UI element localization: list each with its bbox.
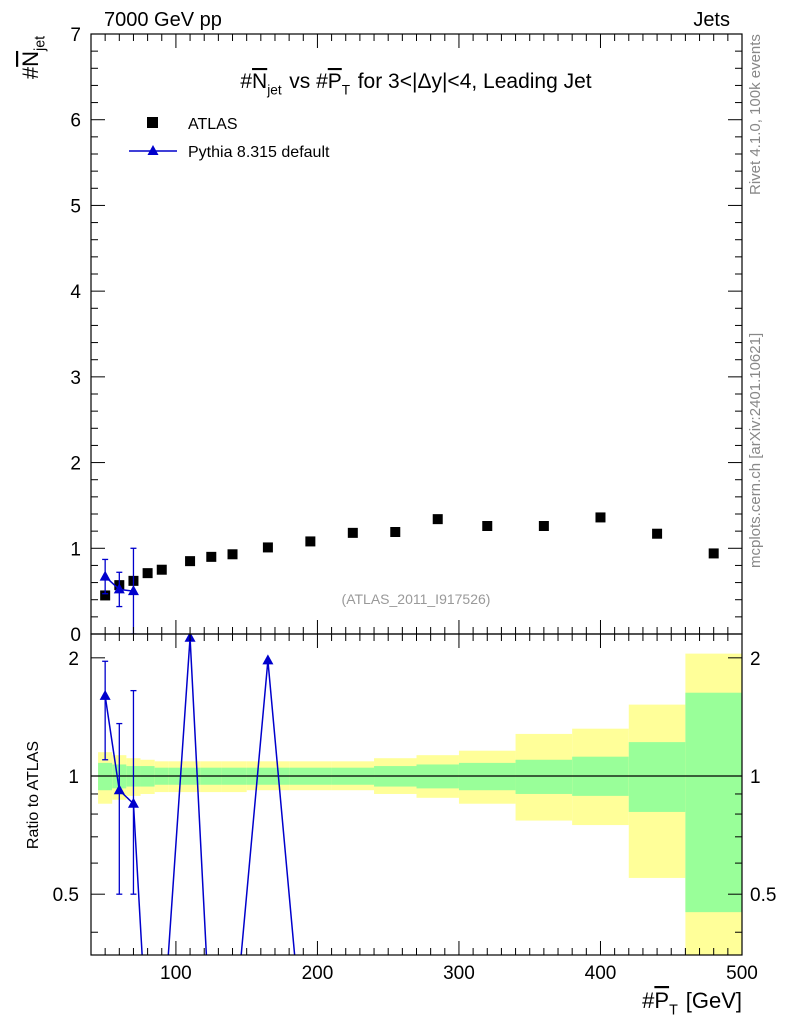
atlas-data-point (227, 549, 238, 560)
main-pythia-marker (127, 585, 139, 596)
main-y-tick-label: 6 (70, 111, 81, 132)
ratio-pythia-marker (99, 689, 111, 700)
atlas-data-point (100, 590, 111, 601)
atlas-data-point (538, 521, 549, 531)
main-y-tick-label: 2 (70, 454, 81, 475)
main-pythia-marker (99, 570, 111, 581)
atlas-data-point (595, 512, 606, 523)
atlas-data-point (305, 536, 316, 547)
atlas-data-point (390, 527, 401, 537)
main-y-tick-label: 0 (70, 625, 81, 646)
atlas-data-point (185, 556, 196, 567)
ratio-y-tick-label-right: 0.5 (750, 885, 776, 906)
atlas-data-point (432, 514, 443, 525)
atlas-data-point (142, 568, 153, 579)
ratio-x-tick-label: 200 (302, 963, 334, 984)
main-y-tick-label: 5 (70, 196, 81, 217)
green-band-bin (515, 759, 573, 794)
atlas-data-point (156, 564, 167, 575)
ratio-pythia-marker (113, 784, 125, 795)
uncertainty-bands (98, 653, 742, 955)
atlas-data-point (347, 527, 358, 538)
ratio-y-tick-label-left: 1 (68, 767, 79, 788)
legend-atlas-marker (147, 117, 158, 128)
ratio-pythia-marker (127, 797, 139, 808)
ratio-y-axis-label: Ratio to ATLAS (25, 741, 42, 849)
main-y-tick-label: 3 (70, 368, 81, 389)
main-y-tick-label: 7 (70, 25, 81, 46)
atlas-data-point (206, 551, 217, 562)
ratio-x-tick-label: 300 (443, 963, 475, 984)
main-pythia-marker (113, 583, 125, 594)
main-y-tick-label: 4 (70, 282, 81, 303)
ratio-y-tick-label-left: 2 (68, 649, 79, 670)
atlas-data-point (482, 521, 493, 531)
ratio-y-tick-label-right: 1 (750, 767, 761, 788)
ratio-x-axis-label: #PT [GeV] (642, 988, 742, 1019)
atlas-data-point (708, 548, 719, 559)
green-band-bin (628, 742, 686, 812)
energy-label: 7000 GeV pp (104, 9, 222, 31)
main-y-axis-label: #Njet (18, 34, 49, 79)
ratio-y-tick-label-left: 0.5 (53, 885, 79, 906)
analysis-tag: (ATLAS_2011_I917526) (342, 591, 491, 607)
ratio-x-tick-label: 100 (160, 963, 192, 984)
main-pythia-series (99, 547, 139, 634)
green-band-bin (685, 692, 742, 913)
ratio-pythia-line (104, 637, 296, 955)
ratio-y-tick-label-right: 2 (750, 649, 761, 670)
legend-atlas-label: ATLAS (188, 116, 238, 133)
atlas-data-point (652, 528, 663, 539)
chart-title: #Njet vs #PT for 3<|Δy|<4, Leading Jet (240, 70, 591, 97)
atlas-data-point (262, 542, 273, 553)
main-y-tick-label: 1 (70, 539, 81, 560)
legend-pythia-label: Pythia 8.315 default (188, 144, 330, 161)
ratio-x-tick-label: 400 (585, 963, 617, 984)
ratio-pythia-series (99, 634, 296, 955)
ratio-pythia-marker (262, 654, 274, 665)
category-label: Jets (693, 9, 730, 31)
legend: ATLAS Pythia 8.315 default (129, 116, 330, 161)
ratio-x-tick-label: 500 (726, 963, 758, 984)
legend-pythia-marker (147, 145, 159, 155)
